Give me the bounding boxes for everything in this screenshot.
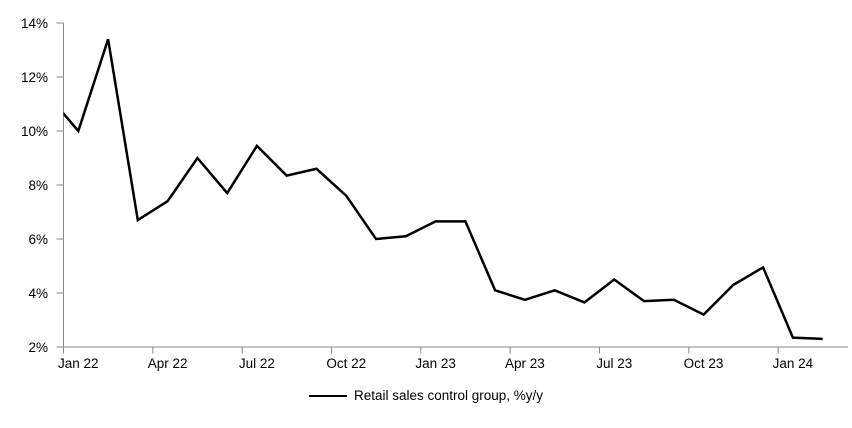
y-tick-label: 8% [28,178,48,193]
x-tick-label: Jul 23 [596,356,632,371]
series-line [63,38,823,341]
x-tick-label: Jan 24 [773,356,814,371]
y-tick-labels: 2% 4% 6% 8% 10% 12% 14% [21,16,48,355]
x-tick-label: Jul 22 [239,356,275,371]
x-tick-marks [63,347,779,354]
x-tick-label: Jan 23 [415,356,456,371]
y-tick-label: 10% [21,124,48,139]
y-tick-marks [56,22,64,348]
x-tick-label: Apr 23 [505,356,545,371]
y-tick-label: 4% [28,286,48,301]
x-tick-label: Oct 22 [326,356,366,371]
legend-line-swatch [308,394,347,398]
x-tick-label: Jan 22 [58,356,99,371]
x-tick-label: Apr 22 [148,356,188,371]
legend: Retail sales control group, %y/y [0,388,852,404]
y-tick-label: 12% [21,70,48,85]
x-tick-labels: Jan 22 Apr 22 Jul 22 Oct 22 Jan 23 Apr 23 Jul … [58,356,814,371]
axes [63,23,848,348]
y-tick-label: 2% [28,340,48,355]
y-tick-label: 6% [28,232,48,247]
x-tick-label: Oct 23 [684,356,724,371]
legend-label: Retail sales control group, %y/y [353,388,544,403]
y-tick-label: 14% [21,16,48,31]
